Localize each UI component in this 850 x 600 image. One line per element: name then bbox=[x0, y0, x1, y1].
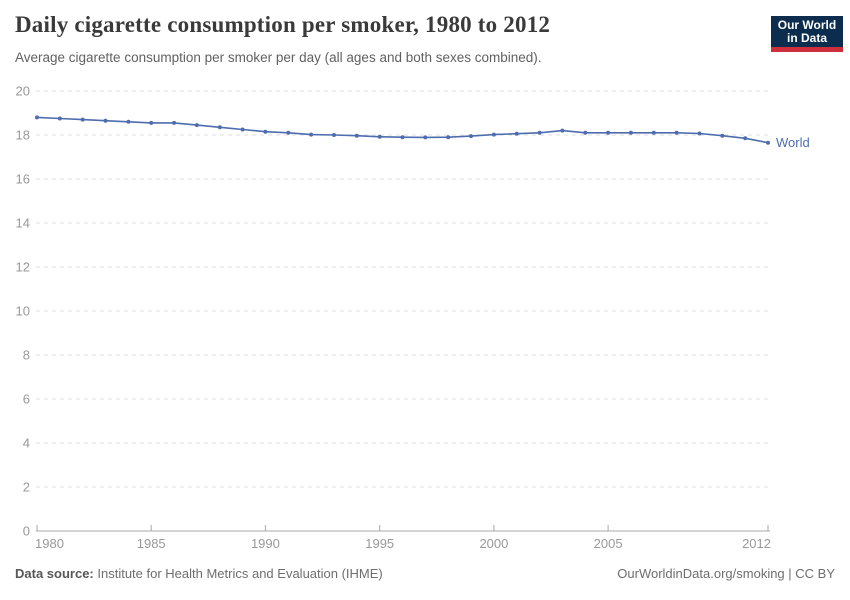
svg-text:2005: 2005 bbox=[594, 536, 623, 551]
data-source-label: Data source: bbox=[15, 566, 94, 581]
chart-area: 0 2 4 6 8 10 12 14 16 18 20 1980 1985 1990 1995 2000 200… bbox=[0, 80, 850, 560]
svg-text:8: 8 bbox=[23, 348, 30, 363]
owid-logo-line1: Our World bbox=[777, 17, 837, 32]
owid-logo-line2: in Data bbox=[786, 30, 827, 45]
svg-text:6: 6 bbox=[23, 392, 30, 407]
chart-footer: Data source: Institute for Health Metric… bbox=[15, 566, 835, 581]
svg-text:14: 14 bbox=[16, 216, 30, 231]
owid-logo[interactable]: Our World in Data bbox=[771, 16, 843, 52]
line-chart: 0 2 4 6 8 10 12 14 16 18 20 1980 1985 1990 1995 2000 200… bbox=[16, 84, 810, 552]
svg-text:20: 20 bbox=[16, 84, 30, 99]
svg-text:16: 16 bbox=[16, 172, 30, 187]
svg-text:18: 18 bbox=[16, 128, 30, 143]
svg-text:1980: 1980 bbox=[35, 536, 64, 551]
svg-text:World: World bbox=[776, 135, 810, 150]
page-title: Daily cigarette consumption per smoker, … bbox=[15, 12, 551, 37]
data-source-value: Institute for Health Metrics and Evaluat… bbox=[93, 566, 383, 581]
svg-text:2012: 2012 bbox=[742, 536, 771, 551]
svg-text:10: 10 bbox=[16, 304, 30, 319]
svg-text:4: 4 bbox=[23, 436, 30, 451]
svg-text:1985: 1985 bbox=[137, 536, 166, 551]
svg-text:1990: 1990 bbox=[251, 536, 280, 551]
svg-text:1995: 1995 bbox=[365, 536, 394, 551]
svg-text:0: 0 bbox=[23, 524, 30, 539]
chart-subtitle: Average cigarette consumption per smoker… bbox=[15, 50, 542, 65]
svg-text:2: 2 bbox=[23, 480, 30, 495]
footer-credit-link[interactable]: OurWorldinData.org/smoking | CC BY bbox=[617, 566, 835, 581]
data-source-text: Data source: Institute for Health Metric… bbox=[15, 566, 383, 581]
svg-text:12: 12 bbox=[16, 260, 30, 275]
svg-text:2000: 2000 bbox=[479, 536, 508, 551]
